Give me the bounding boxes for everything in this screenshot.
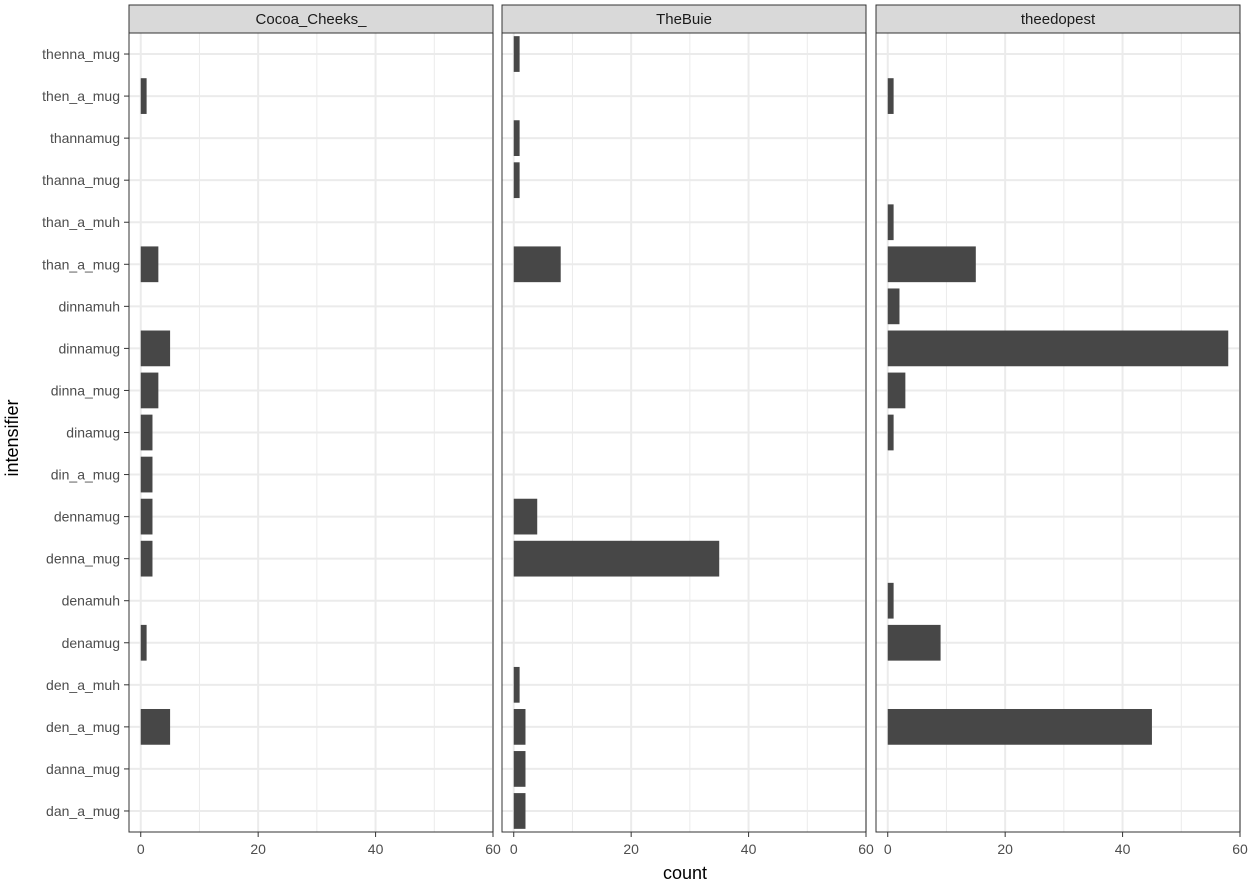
x-tick-label: 0 bbox=[137, 841, 145, 857]
bar-cocoa-cheeks-dinamug bbox=[140, 414, 153, 451]
x-tick-label: 20 bbox=[997, 841, 1013, 857]
y-tick-label: dinnamuh bbox=[59, 298, 121, 314]
y-tick-label: dinamug bbox=[66, 425, 120, 441]
bar-theedopest-then-a-mug bbox=[887, 78, 894, 114]
bar-thebuie-thenna-mug bbox=[513, 36, 520, 72]
y-tick-label: dan_a_mug bbox=[46, 803, 120, 819]
bar-theedopest-dinna-mug bbox=[887, 372, 906, 409]
y-tick-label: denamug bbox=[62, 635, 120, 651]
x-tick-label: 20 bbox=[623, 841, 639, 857]
bar-thebuie-danna-mug bbox=[513, 751, 526, 787]
strip-thebuie bbox=[501, 4, 867, 34]
y-tick-label: thenna_mug bbox=[42, 46, 120, 62]
y-tick-label: dinna_mug bbox=[51, 382, 120, 398]
bar-thebuie-than-a-mug bbox=[513, 246, 561, 283]
x-tick-label: 60 bbox=[858, 841, 874, 857]
bar-cocoa-cheeks-dinnamug bbox=[140, 330, 171, 367]
panel-theedopest: theedopest 0 20 40 60 bbox=[875, 4, 1248, 857]
bar-theedopest-den-a-mug bbox=[887, 708, 1152, 745]
x-tick-label: 60 bbox=[1232, 841, 1248, 857]
y-tick-label: den_a_mug bbox=[46, 719, 120, 735]
bar-thebuie-dan-a-mug bbox=[513, 793, 526, 829]
x-axis-title: count bbox=[663, 863, 707, 883]
bar-theedopest-dinnamuh bbox=[887, 288, 900, 325]
y-tick-label: denamuh bbox=[62, 593, 120, 609]
bar-theedopest-denamuh bbox=[887, 582, 894, 619]
strip-label-cocoa-cheeks: Cocoa_Cheeks_ bbox=[256, 11, 368, 28]
y-axis-title: intensifier bbox=[2, 399, 22, 476]
bar-theedopest-denamug bbox=[887, 624, 941, 661]
bar-thebuie-den-a-muh bbox=[513, 666, 520, 703]
panel-border bbox=[501, 32, 867, 833]
y-tick-label: dinnamug bbox=[59, 340, 121, 356]
y-tick-label: thannamug bbox=[50, 130, 120, 146]
y-tick-label: dennamug bbox=[54, 509, 120, 525]
bar-cocoa-cheeks-dinna-mug bbox=[140, 372, 159, 409]
panel-cocoa-cheeks: Cocoa_Cheeks_ 0 20 40 60 bbox=[128, 4, 501, 857]
bar-thebuie-thannamug bbox=[513, 120, 520, 157]
x-tick-label: 20 bbox=[250, 841, 266, 857]
strip-cocoa-cheeks bbox=[128, 4, 494, 34]
bar-thebuie-thanna-mug bbox=[513, 162, 520, 199]
y-tick-label: den_a_muh bbox=[46, 677, 120, 693]
strip-theedopest bbox=[875, 4, 1241, 34]
bar-cocoa-cheeks-dennamug bbox=[140, 498, 153, 535]
bar-cocoa-cheeks-denamug bbox=[140, 624, 147, 661]
bar-cocoa-cheeks-den-a-mug bbox=[140, 708, 171, 745]
y-tick-label: din_a_mug bbox=[51, 467, 120, 483]
y-tick-label: than_a_muh bbox=[42, 214, 120, 230]
bar-theedopest-dinamug bbox=[887, 414, 894, 451]
x-tick-label: 60 bbox=[485, 841, 501, 857]
bar-cocoa-cheeks-denna-mug bbox=[140, 540, 153, 577]
y-axis: thenna_mug then_a_mug thannamug thanna_mugt… bbox=[42, 46, 129, 819]
bar-theedopest-than-a-mug bbox=[887, 246, 976, 283]
strip-label-theedopest: theedopest bbox=[1021, 11, 1096, 28]
x-tick-label: 40 bbox=[741, 841, 757, 857]
bar-thebuie-den-a-mug bbox=[513, 708, 526, 745]
x-tick-label: 40 bbox=[368, 841, 384, 857]
bar-theedopest-dinnamug bbox=[887, 330, 1229, 367]
bar-cocoa-cheeks-din-a-mug bbox=[140, 456, 153, 493]
y-tick-label: thanna_mug bbox=[42, 172, 120, 188]
panel-border bbox=[875, 32, 1241, 833]
x-tick-label: 0 bbox=[884, 841, 892, 857]
y-tick-label: then_a_mug bbox=[42, 88, 120, 104]
y-tick-label: than_a_mug bbox=[42, 256, 120, 272]
y-tick-label: danna_mug bbox=[46, 761, 120, 777]
x-tick-label: 0 bbox=[510, 841, 518, 857]
bar-cocoa-cheeks-than-a-mug bbox=[140, 246, 159, 283]
bar-theedopest-than-a-muh bbox=[887, 204, 894, 241]
bar-thebuie-dennamug bbox=[513, 498, 538, 535]
bar-cocoa-cheeks-then-a-mug bbox=[140, 78, 147, 114]
strip-label-thebuie: TheBuie bbox=[656, 11, 712, 28]
panel-thebuie: TheBuie 0 20 40 60 bbox=[501, 4, 874, 857]
bar-thebuie-denna-mug bbox=[513, 540, 720, 577]
y-tick-label: denna_mug bbox=[46, 551, 120, 567]
x-tick-label: 40 bbox=[1115, 841, 1131, 857]
